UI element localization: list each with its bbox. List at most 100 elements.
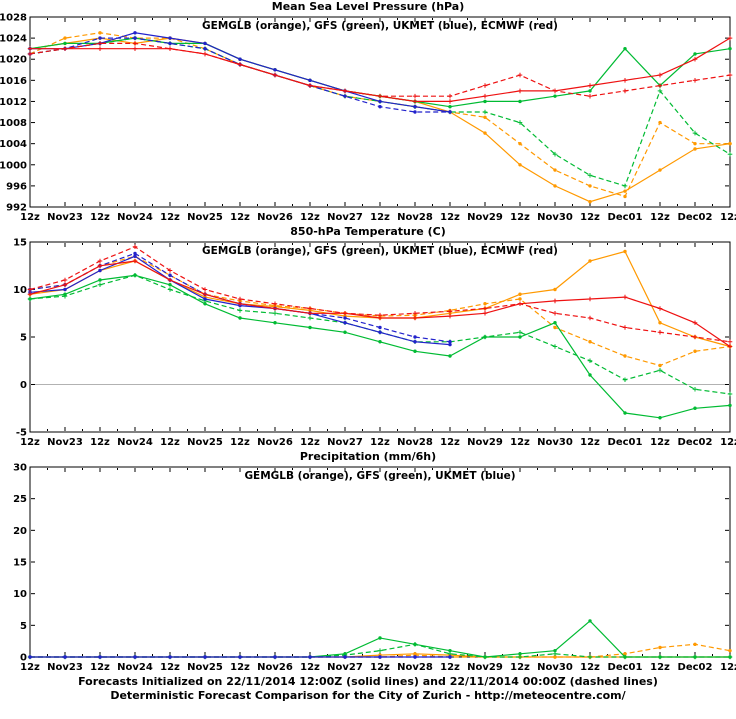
y-tick-label: 15 bbox=[13, 238, 27, 249]
y-tick-label: 20 bbox=[13, 526, 27, 537]
x-tick-label: Nov28 bbox=[397, 662, 433, 673]
series-ukmet-00-00z bbox=[28, 655, 452, 659]
plot-frame bbox=[29, 241, 731, 433]
x-tick-label: 12z bbox=[160, 437, 180, 448]
x-tick-label: Nov25 bbox=[187, 437, 223, 448]
legend: GEMGLB (orange), GFS (green), UKMET (blu… bbox=[202, 20, 558, 32]
x-tick-label: 12z bbox=[370, 212, 390, 223]
y-tick-label: -5 bbox=[16, 428, 27, 439]
x-tick-label: Nov27 bbox=[327, 662, 363, 673]
y-tick-label: 5 bbox=[20, 333, 27, 344]
x-tick-label: 12z bbox=[20, 662, 40, 673]
y-tick-label: 1000 bbox=[0, 160, 27, 171]
series-ecmwf-00-00z bbox=[27, 41, 733, 99]
mslp-plot: 9929961000100410081012101610201024102812… bbox=[0, 13, 736, 223]
y-axis: -5 0 5 10 15 bbox=[13, 238, 729, 439]
x-tick-label: 12z bbox=[650, 437, 670, 448]
legend: GEMGLB (orange), GFS (green), UKMET (blu… bbox=[202, 245, 558, 257]
x-tick-label: Nov26 bbox=[257, 662, 293, 673]
x-tick-label: 12z bbox=[230, 212, 250, 223]
y-axis: 992 996 1000 1004 1008 1012 1016 1020 1024 1028 bbox=[0, 13, 729, 214]
x-tick-label: Nov23 bbox=[47, 662, 83, 673]
x-tick-label: 12z bbox=[580, 437, 600, 448]
x-tick-label: Nov26 bbox=[257, 437, 293, 448]
x-tick-label: Nov24 bbox=[117, 437, 153, 448]
x-tick-label: 12z bbox=[160, 662, 180, 673]
series-ecmwf-00-00z bbox=[27, 244, 733, 345]
mslp-panel: Mean Sea Level Pressure (hPa) 992 996 1000… bbox=[0, 0, 736, 225]
y-tick-label: 1016 bbox=[0, 76, 27, 87]
x-tick-label: 12z bbox=[230, 662, 250, 673]
x-tick-label: Dec01 bbox=[608, 212, 643, 223]
temperature-title: 850-hPa Temperature (C) bbox=[290, 225, 446, 238]
x-tick-label: Nov28 bbox=[397, 212, 433, 223]
x-tick-label: 12z bbox=[650, 212, 670, 223]
y-tick-label: 996 bbox=[6, 181, 27, 192]
x-tick-label: 12z bbox=[300, 212, 320, 223]
footer-init-line: Forecasts Initialized on 22/11/2014 12:0… bbox=[78, 675, 658, 688]
x-tick-label: Dec02 bbox=[678, 212, 713, 223]
temperature-plot: -5 0 5 10 15 12z Nov23 12z Nov24 12z Nov25 12z Nov26… bbox=[13, 238, 736, 448]
y-tick-label: 15 bbox=[13, 558, 27, 569]
series-gfs-12-00z bbox=[28, 273, 732, 420]
x-tick-label: Nov24 bbox=[117, 662, 153, 673]
x-axis: 12z Nov23 12z Nov24 12z Nov25 12z Nov26 12z Nov27… bbox=[20, 243, 736, 448]
x-tick-label: Nov30 bbox=[537, 662, 573, 673]
x-tick-label: Nov26 bbox=[257, 212, 293, 223]
x-tick-label: Nov23 bbox=[47, 437, 83, 448]
precipitation-title: Precipitation (mm/6h) bbox=[299, 450, 437, 463]
x-tick-label: 12z bbox=[580, 662, 600, 673]
mslp-title: Mean Sea Level Pressure (hPa) bbox=[271, 0, 465, 13]
y-tick-label: 0 bbox=[20, 380, 27, 391]
y-tick-label: 1020 bbox=[0, 55, 27, 66]
x-tick-label: 12z bbox=[90, 437, 110, 448]
y-tick-label: 1028 bbox=[0, 13, 27, 24]
x-tick-label: Nov28 bbox=[397, 437, 433, 448]
precipitation-plot: 0 5 10 15 20 25 30 12z Nov23 12z Nov24 12z Nov25 12z N… bbox=[13, 463, 736, 673]
x-tick-label: Nov30 bbox=[537, 437, 573, 448]
legend: GEMGLB (orange), GFS (green), UKMET (blu… bbox=[244, 470, 515, 482]
y-tick-label: 5 bbox=[20, 621, 27, 632]
x-tick-label: 12z bbox=[90, 212, 110, 223]
y-tick-label: 1012 bbox=[0, 97, 27, 108]
x-tick-label: 12z bbox=[440, 662, 460, 673]
x-tick-label: 12z bbox=[160, 212, 180, 223]
plot-frame bbox=[29, 466, 731, 658]
x-tick-label: 12z bbox=[90, 662, 110, 673]
x-tick-label: Nov29 bbox=[467, 212, 503, 223]
x-tick-label: Nov27 bbox=[327, 437, 363, 448]
x-tick-label: 12z bbox=[370, 662, 390, 673]
x-tick-label: 12z bbox=[440, 212, 460, 223]
x-tick-label: Dec01 bbox=[608, 437, 643, 448]
x-tick-label: Dec01 bbox=[608, 662, 643, 673]
x-tick-label: Dec02 bbox=[678, 437, 713, 448]
x-tick-label: Nov25 bbox=[187, 212, 223, 223]
x-tick-label: 12z bbox=[720, 212, 736, 223]
x-tick-label: Nov23 bbox=[47, 212, 83, 223]
y-tick-label: 10 bbox=[13, 285, 27, 296]
y-tick-label: 1004 bbox=[0, 139, 27, 150]
x-tick-label: Nov25 bbox=[187, 662, 223, 673]
x-tick-label: Nov24 bbox=[117, 212, 153, 223]
x-tick-label: Nov27 bbox=[327, 212, 363, 223]
x-tick-label: 12z bbox=[20, 212, 40, 223]
x-tick-label: 12z bbox=[720, 662, 736, 673]
x-tick-label: Nov29 bbox=[467, 662, 503, 673]
x-tick-label: 12z bbox=[510, 437, 530, 448]
x-tick-label: 12z bbox=[510, 212, 530, 223]
x-tick-label: 12z bbox=[300, 662, 320, 673]
y-tick-label: 30 bbox=[13, 463, 27, 474]
precipitation-panel: Precipitation (mm/6h) 0 5 10 15 20 25 30 12z Nov… bbox=[0, 450, 736, 675]
footer-source-line: Deterministic Forecast Comparison for th… bbox=[110, 689, 626, 702]
y-tick-label: 0 bbox=[20, 653, 27, 664]
x-tick-label: 12z bbox=[300, 437, 320, 448]
y-tick-label: 992 bbox=[6, 203, 27, 214]
y-tick-label: 1024 bbox=[0, 34, 27, 45]
footer: Forecasts Initialized on 22/11/2014 12:0… bbox=[0, 675, 736, 703]
x-tick-label: 12z bbox=[20, 437, 40, 448]
x-tick-label: Dec02 bbox=[678, 662, 713, 673]
x-tick-label: Nov29 bbox=[467, 437, 503, 448]
x-axis: 12z Nov23 12z Nov24 12z Nov25 12z Nov26 12z Nov27… bbox=[20, 18, 736, 223]
x-tick-label: Nov30 bbox=[537, 212, 573, 223]
series-ecmwf-12-00z bbox=[27, 258, 733, 349]
